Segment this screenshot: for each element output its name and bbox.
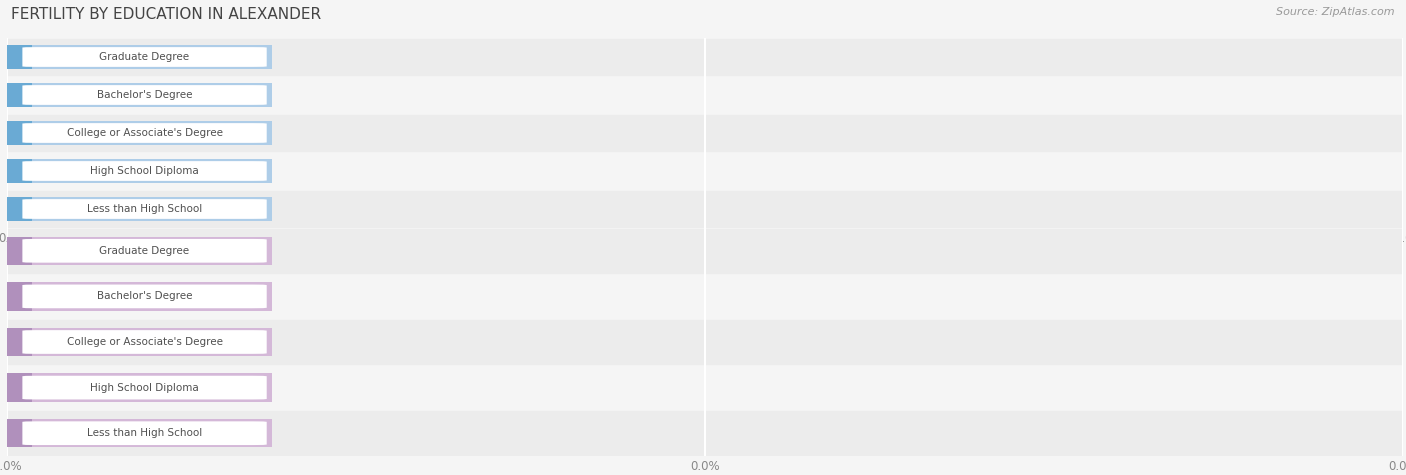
Text: 0.0%: 0.0% <box>238 291 267 302</box>
Bar <box>7 229 1403 273</box>
Text: 0.0%: 0.0% <box>238 428 267 438</box>
FancyBboxPatch shape <box>22 123 267 143</box>
Bar <box>7 115 1403 151</box>
Bar <box>7 328 273 356</box>
FancyBboxPatch shape <box>22 239 267 263</box>
Bar <box>7 77 1403 113</box>
Text: Less than High School: Less than High School <box>87 204 202 214</box>
Bar <box>7 159 32 183</box>
FancyBboxPatch shape <box>22 376 267 399</box>
Text: FERTILITY BY EDUCATION IN ALEXANDER: FERTILITY BY EDUCATION IN ALEXANDER <box>11 7 322 22</box>
Bar <box>7 237 32 265</box>
Text: 0.0%: 0.0% <box>238 382 267 393</box>
Bar <box>7 197 273 221</box>
Bar <box>7 373 273 402</box>
Text: 0.0: 0.0 <box>249 52 267 62</box>
Text: College or Associate's Degree: College or Associate's Degree <box>66 337 222 347</box>
Text: Bachelor's Degree: Bachelor's Degree <box>97 291 193 302</box>
Bar <box>7 121 273 145</box>
Bar <box>7 373 32 402</box>
Text: 0.0%: 0.0% <box>238 337 267 347</box>
FancyBboxPatch shape <box>22 421 267 445</box>
Bar <box>7 121 32 145</box>
Bar <box>7 237 273 265</box>
Text: High School Diploma: High School Diploma <box>90 166 198 176</box>
Bar <box>7 83 273 107</box>
Text: 0.0: 0.0 <box>249 166 267 176</box>
Text: High School Diploma: High School Diploma <box>90 382 198 393</box>
Text: College or Associate's Degree: College or Associate's Degree <box>66 128 222 138</box>
Text: Source: ZipAtlas.com: Source: ZipAtlas.com <box>1277 7 1395 17</box>
FancyBboxPatch shape <box>22 85 267 105</box>
Text: 0.0: 0.0 <box>249 128 267 138</box>
Bar <box>7 419 32 447</box>
FancyBboxPatch shape <box>22 330 267 354</box>
Bar <box>7 83 32 107</box>
FancyBboxPatch shape <box>22 199 267 219</box>
Bar <box>7 328 32 356</box>
Bar <box>7 191 1403 227</box>
Text: Bachelor's Degree: Bachelor's Degree <box>97 90 193 100</box>
Bar <box>7 411 1403 455</box>
Bar <box>7 419 273 447</box>
Text: Graduate Degree: Graduate Degree <box>100 52 190 62</box>
Bar <box>7 282 32 311</box>
FancyBboxPatch shape <box>22 47 267 67</box>
Bar <box>7 275 1403 318</box>
Bar <box>7 197 32 221</box>
Bar <box>7 282 273 311</box>
Bar <box>7 45 32 69</box>
Bar <box>7 366 1403 409</box>
Text: Graduate Degree: Graduate Degree <box>100 246 190 256</box>
Bar <box>7 39 1403 75</box>
Text: 0.0: 0.0 <box>249 204 267 214</box>
Bar <box>7 159 273 183</box>
Text: 0.0: 0.0 <box>249 90 267 100</box>
Text: Less than High School: Less than High School <box>87 428 202 438</box>
Bar <box>7 153 1403 189</box>
Text: 0.0%: 0.0% <box>238 246 267 256</box>
Bar <box>7 45 273 69</box>
Bar <box>7 320 1403 364</box>
FancyBboxPatch shape <box>22 161 267 181</box>
FancyBboxPatch shape <box>22 285 267 308</box>
